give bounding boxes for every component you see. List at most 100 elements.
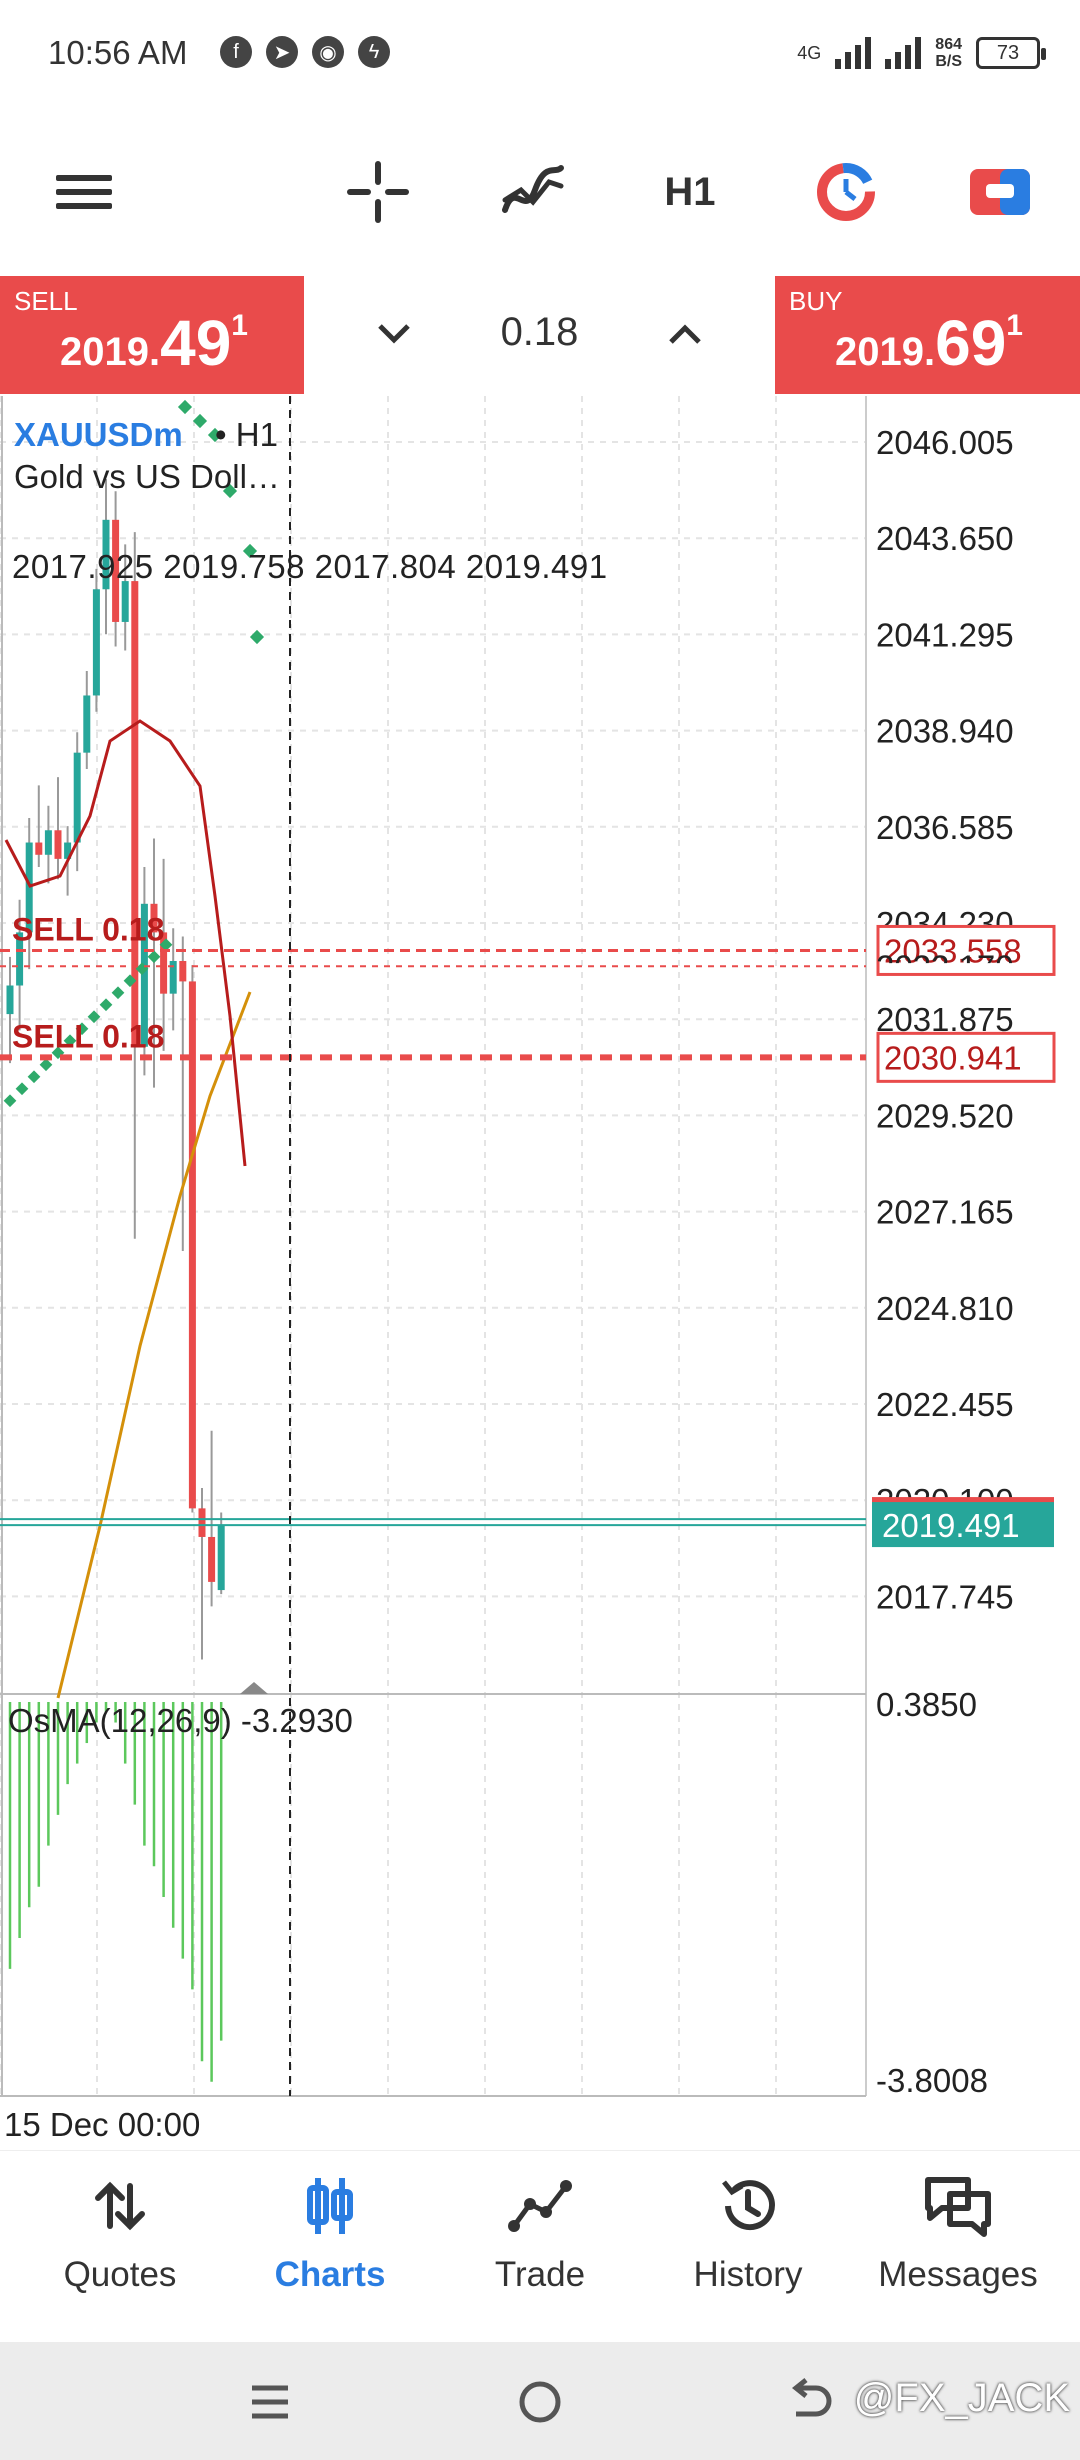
candle-body	[102, 519, 110, 590]
candle-body	[16, 932, 24, 986]
candle-body	[6, 985, 14, 1015]
candle-body	[198, 1508, 206, 1537]
sar-dot	[3, 1094, 17, 1108]
order-price-text: 2033.558	[884, 932, 1022, 969]
status-bar: 10:56 AM f ➤ ◉ ϟ 4G 864 B/S 73	[0, 0, 1080, 110]
bottom-navigation: Quotes Charts Trade History Messages	[0, 2150, 1080, 2340]
history-icon	[648, 2171, 848, 2241]
candle-body	[112, 519, 120, 622]
menu-icon[interactable]	[42, 150, 126, 234]
sar-dot	[39, 1058, 53, 1072]
objects-icon[interactable]	[804, 150, 888, 234]
nav-history[interactable]: History	[648, 2171, 848, 2331]
one-click-trading-icon[interactable]	[958, 150, 1042, 234]
network-type: 4G	[797, 42, 822, 63]
nav-messages[interactable]: Messages	[858, 2171, 1058, 2331]
signal-icon-2	[885, 37, 922, 69]
candle-body	[160, 932, 168, 994]
candle-body	[121, 581, 129, 622]
price-tick-label: 2017.745	[876, 1578, 1014, 1615]
candle-body	[150, 903, 158, 933]
symbol-timeframe: • H1	[215, 416, 278, 453]
sar-dot	[123, 974, 137, 988]
nav-trade[interactable]: Trade	[440, 2171, 640, 2331]
candle-body	[140, 903, 148, 1047]
candle-body	[73, 752, 81, 843]
recent-apps-icon[interactable]	[240, 2372, 300, 2432]
order-price-tag	[876, 924, 1056, 976]
status-right: 4G 864 B/S 73	[797, 36, 1046, 70]
order-price-text: 2030.941	[884, 1039, 1022, 1076]
date-label: 15 Dec 00:00	[4, 2106, 201, 2143]
messenger-icon: ϟ	[358, 36, 390, 68]
net-speed: 864 B/S	[935, 36, 962, 70]
quotes-icon	[20, 2171, 220, 2241]
sar-dot	[242, 543, 258, 559]
price-tick-label: 2041.295	[876, 616, 1014, 653]
volume-increase-button[interactable]	[655, 304, 715, 364]
price-tick-label: 2022.455	[876, 1386, 1014, 1423]
system-navigation-bar: @FX_JACK	[0, 2342, 1080, 2460]
order-line-label: SELL 0.18	[12, 911, 164, 947]
notification-icons: f ➤ ◉ ϟ	[220, 36, 390, 68]
moving-average-fast	[4, 719, 247, 1167]
nav-quotes[interactable]: Quotes	[20, 2171, 220, 2331]
nav-charts[interactable]: Charts	[230, 2171, 430, 2331]
price-tick-label: 2046.005	[876, 424, 1014, 461]
buy-button[interactable]: BUY 2019.691	[775, 276, 1080, 394]
price-tick-label: 2024.810	[876, 1290, 1014, 1327]
price-tick-label: 2029.520	[876, 1097, 1014, 1134]
volume-decrease-button[interactable]	[364, 304, 424, 364]
volume-control: 0.18	[304, 276, 775, 394]
candle-body	[35, 842, 43, 855]
sar-dot	[147, 950, 161, 964]
telegram-icon: ➤	[266, 36, 298, 68]
facebook-icon: f	[220, 36, 252, 68]
candle-body	[208, 1536, 216, 1582]
sar-dot	[177, 399, 193, 415]
indicators-icon[interactable]	[492, 150, 576, 234]
sell-button[interactable]: SELL 2019.491	[0, 276, 304, 394]
candle-body	[54, 830, 62, 859]
status-time: 10:56 AM	[48, 34, 188, 71]
trade-icon	[440, 2171, 640, 2241]
sar-dot	[75, 1022, 89, 1036]
moving-average-slow	[56, 991, 252, 1699]
candle-body	[92, 589, 100, 696]
price-tick-label: 2038.940	[876, 713, 1014, 750]
price-chart[interactable]: 2046.005 2043.650 2041.295 2038.940 2036.585…	[0, 396, 1080, 2146]
candle-body	[217, 1524, 225, 1591]
current-price-tag	[872, 1501, 1054, 1548]
order-line-label: SELL 0.18	[12, 1018, 164, 1054]
sar-dot	[99, 998, 113, 1012]
volume-input[interactable]: 0.18	[500, 310, 579, 354]
trade-arrow-marker	[240, 1682, 268, 1694]
osma-label: OsMA(12,26,9) -3.2930	[8, 1702, 353, 1739]
home-icon[interactable]	[510, 2372, 570, 2432]
price-tick-label: 2036.585	[876, 809, 1014, 846]
chart-canvas[interactable]: 2046.005 2043.650 2041.295 2038.940 2036.585…	[0, 396, 1080, 2146]
candle-body	[188, 981, 196, 1509]
ask-price-tag	[872, 1497, 1054, 1503]
current-price-text: 2019.491	[882, 1507, 1020, 1544]
sar-dot	[207, 427, 223, 443]
symbol-description: Gold vs US Doll…	[14, 458, 280, 495]
candle-body	[83, 695, 91, 753]
candle-body	[64, 842, 72, 859]
ma-helper	[6, 1266, 95, 1686]
sar-dot	[249, 629, 265, 645]
sar-dot	[192, 413, 208, 429]
crosshair-icon[interactable]	[336, 150, 420, 234]
app-notification-icon: ◉	[312, 36, 344, 68]
candle-body	[169, 960, 177, 994]
ohlc-values: 2017.925 2019.758 2017.804 2019.491	[12, 548, 608, 585]
sar-dot	[63, 1034, 77, 1048]
signal-icon	[835, 37, 872, 69]
candle-body	[179, 960, 187, 982]
price-tick-label: 2027.165	[876, 1194, 1014, 1231]
sar-dot	[15, 1082, 29, 1096]
timeframe-button[interactable]: H1	[664, 169, 716, 214]
back-icon[interactable]	[780, 2372, 840, 2432]
price-tick-label: 2043.650	[876, 520, 1014, 557]
messages-icon	[858, 2171, 1058, 2241]
